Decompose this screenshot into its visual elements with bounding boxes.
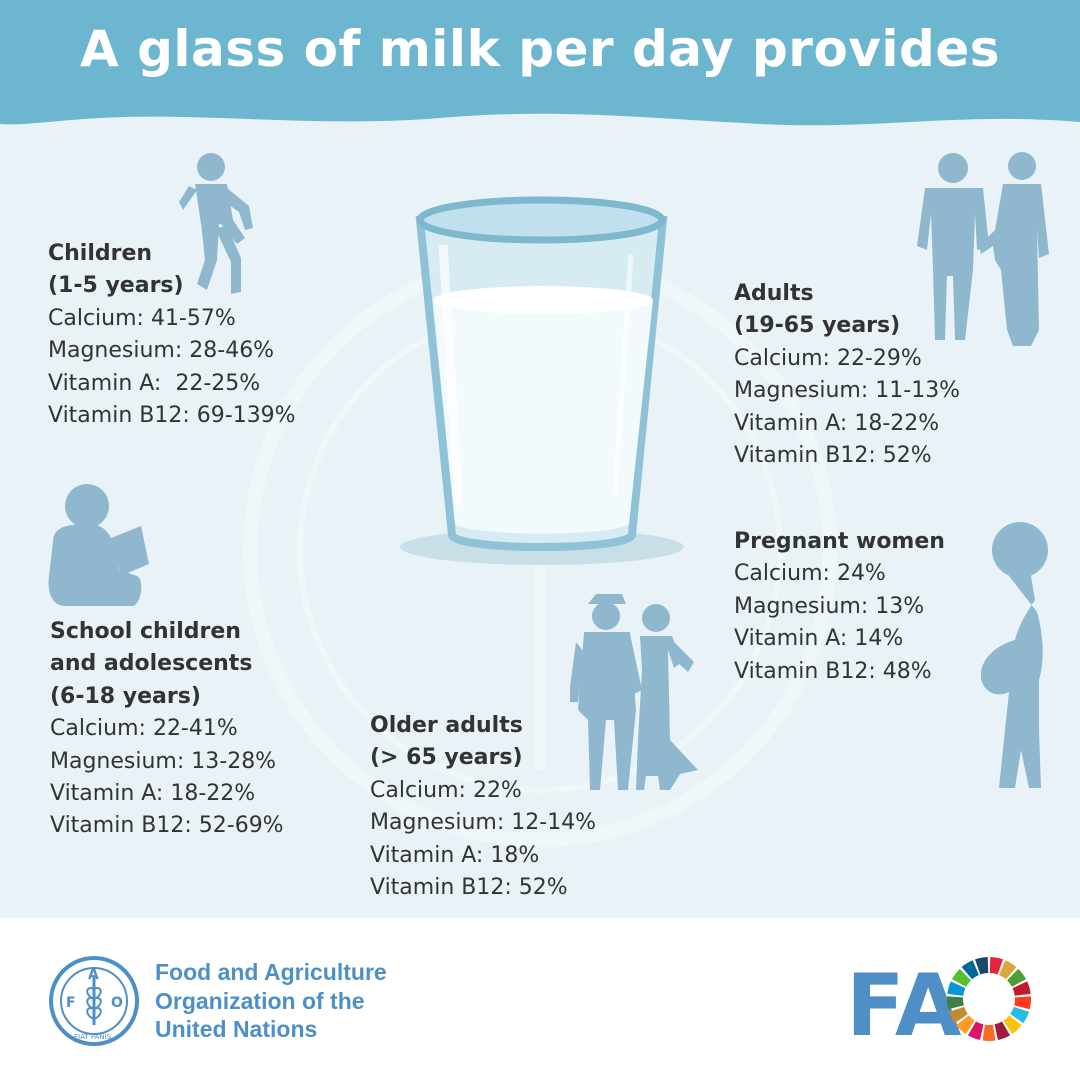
sdg-wheel-segment [1003,1015,1022,1035]
school-children-group: School children and adolescents (6-18 ye… [50,616,284,843]
sdg-wheel-segment [1010,1006,1030,1024]
emblem-letter-f: F [66,995,76,1011]
header-banner: A glass of milk per day provides [0,0,1080,135]
sdg-wheel-segment [1007,968,1027,987]
emblem-letter-o: O [111,995,123,1011]
older-magnesium: Magnesium: 12-14% [370,810,597,836]
children-heading-line2: (1-5 years) [48,273,184,299]
sdg-wheel-icon [947,957,1031,1041]
older-vitamin-a: Vitamin A: 18% [370,842,540,868]
sdg-wheel-segment [967,1021,984,1041]
reading-child-icon [48,484,149,606]
older-adults-group: Older adults (> 65 years) Calcium: 22% M… [370,710,596,904]
children-heading-line1: Children [48,241,153,266]
fao-logo-letters: FA [846,956,962,1045]
sdg-wheel-segment [1014,996,1031,1010]
school-vitamin-a: Vitamin A: 18-22% [50,781,256,807]
adults-vitamin-a: Vitamin A: 18-22% [734,410,940,436]
org-name-line3: United Nations [155,1016,318,1042]
school-heading-line2: and adolescents [50,651,253,677]
pregnant-magnesium: Magnesium: 13% [734,593,925,619]
fao-sdg-logo: FA [846,956,1031,1045]
sdg-wheel-segment [982,1024,996,1041]
sdg-wheel-segment [961,960,979,980]
sdg-wheel-segment [947,996,964,1010]
pregnant-woman-icon [980,522,1048,788]
school-calcium: Calcium: 22-41% [50,716,238,742]
children-magnesium: Magnesium: 28-46% [48,338,275,364]
org-name-line2: Organization of the [155,987,365,1014]
pregnant-heading: Pregnant women [734,529,945,554]
adults-vitamin-b12: Vitamin B12: 52% [734,443,932,469]
school-heading-line1: School children [50,619,241,644]
pregnant-vitamin-b12: Vitamin B12: 48% [734,658,932,684]
milk-glass-icon [400,196,684,565]
children-group: Children (1-5 years) Calcium: 41-57% Mag… [48,238,296,432]
children-vitamin-a: Vitamin A: 22-25% [48,370,261,396]
running-child-icon [179,153,253,294]
emblem-motto: FIAT PANIS [74,1033,112,1041]
sdg-wheel-segment [1012,981,1031,996]
older-couple-icon [570,594,698,790]
adults-group: Adults (19-65 years) Calcium: 22-29% Mag… [734,278,960,472]
pregnant-calcium: Calcium: 24% [734,561,886,587]
older-heading-line1: Older adults [370,713,523,738]
sdg-wheel-segment [994,1021,1011,1041]
footer [0,918,1080,1080]
sdg-wheel-segment [989,957,1003,975]
children-calcium: Calcium: 41-57% [48,305,236,331]
sdg-wheel-segment [956,1015,975,1035]
adults-calcium: Calcium: 22-29% [734,345,922,371]
sdg-wheel-segment [947,981,966,996]
sdg-wheel-segment [999,960,1017,980]
emblem-letter-a: A [88,967,99,983]
pregnant-vitamin-a: Vitamin A: 14% [734,626,904,652]
pregnant-women-group: Pregnant women Calcium: 24% Magnesium: 1… [734,526,945,688]
adults-heading-line2: (19-65 years) [734,313,901,339]
fao-emblem-icon: F A O FIAT PANIS [49,956,139,1046]
sdg-wheel-segment [948,1006,968,1024]
sdg-wheel-segment [951,968,971,987]
older-calcium: Calcium: 22% [370,777,522,803]
page-title: A glass of milk per day provides [79,20,1000,78]
adults-heading-line1: Adults [734,281,814,306]
older-vitamin-b12: Vitamin B12: 52% [370,875,568,901]
school-heading-line3: (6-18 years) [50,683,201,709]
children-vitamin-b12: Vitamin B12: 69-139% [48,403,296,429]
school-magnesium: Magnesium: 13-28% [50,748,277,774]
organization-name: Food and Agriculture Organization of the… [155,958,387,1044]
sdg-wheel-segment [975,957,989,975]
older-heading-line2: (> 65 years) [370,745,523,771]
org-name-line1: Food and Agriculture [155,959,387,985]
adults-magnesium: Magnesium: 11-13% [734,378,961,404]
adult-couple-icon [917,152,1049,346]
school-vitamin-b12: Vitamin B12: 52-69% [50,813,284,839]
